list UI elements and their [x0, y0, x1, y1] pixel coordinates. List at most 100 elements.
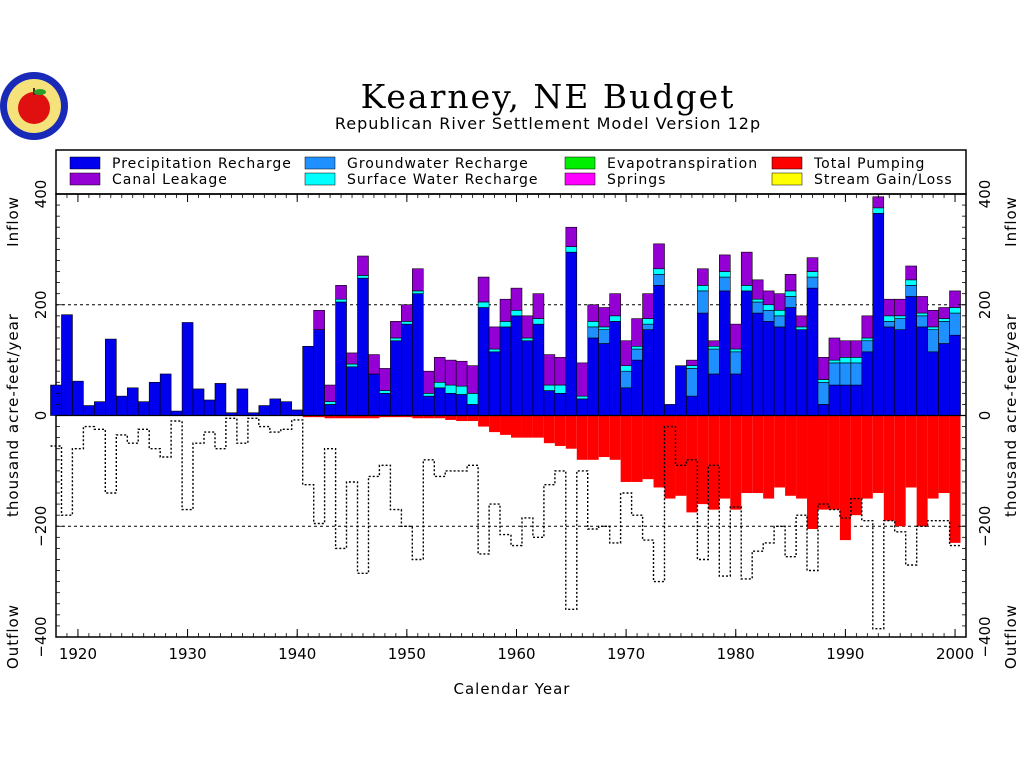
bar-total-pumping-1950: [401, 415, 413, 418]
bar-precipitation-recharge-1991: [850, 384, 863, 416]
bar-canal-leakage-1956: [466, 365, 479, 394]
bar-total-pumping-1972: [642, 415, 654, 480]
bar-total-pumping-1981: [741, 415, 753, 494]
legend-swatch-groundwater-recharge: [304, 156, 336, 170]
bar-surface-water-recharge-1994: [883, 315, 896, 322]
bar-canal-leakage-1959: [499, 298, 512, 322]
bar-total-pumping-1959: [500, 415, 511, 435]
bar-total-pumping-1994: [883, 415, 895, 521]
bar-groundwater-recharge-1971: [631, 348, 643, 361]
bar-surface-water-recharge-1986: [795, 326, 808, 330]
bar-groundwater-recharge-1979: [719, 276, 731, 292]
bar-total-pumping-1996: [905, 415, 917, 488]
bar-canal-leakage-1972: [642, 293, 654, 319]
bar-surface-water-recharge-1982: [751, 298, 764, 303]
bar-total-pumping-1970: [620, 415, 632, 482]
bar-canal-leakage-1980: [729, 323, 742, 350]
bar-surface-water-recharge-1972: [642, 318, 654, 325]
y-tick-label-left-200: 200: [32, 290, 50, 319]
bar-precipitation-recharge-1918: [50, 384, 62, 416]
bar-canal-leakage-1949: [390, 321, 402, 339]
bar-precipitation-recharge-1961: [521, 340, 534, 416]
bar-canal-leakage-1994: [883, 298, 896, 317]
bar-precipitation-recharge-1955: [455, 394, 468, 416]
chart-title: Kearney, NE Budget: [361, 77, 736, 116]
bar-precipitation-recharge-1996: [905, 296, 917, 416]
bar-groundwater-recharge-1997: [916, 315, 928, 328]
bar-surface-water-recharge-1999: [938, 318, 950, 322]
bar-total-pumping-1980: [730, 415, 742, 510]
bar-precipitation-recharge-1927: [148, 381, 161, 416]
x-tick-label-1980: 1980: [717, 645, 755, 663]
bar-precipitation-recharge-1939: [280, 401, 293, 416]
bar-total-pumping-1991: [850, 415, 862, 516]
x-tick-label-2000: 2000: [936, 645, 974, 663]
bar-canal-leakage-1963: [543, 354, 556, 386]
bar-total-pumping-1947: [368, 415, 380, 419]
bar-total-pumping-1998: [927, 415, 939, 499]
bar-precipitation-recharge-1931: [192, 388, 205, 416]
bar-canal-leakage-1991: [850, 340, 863, 358]
bar-precipitation-recharge-1959: [499, 326, 512, 416]
bar-precipitation-recharge-1989: [828, 384, 841, 416]
bar-groundwater-recharge-1968: [598, 329, 610, 344]
bar-surface-water-recharge-1950: [401, 321, 413, 325]
legend-label-canal-leakage: Canal Leakage: [112, 172, 228, 188]
bar-canal-leakage-1955: [455, 360, 468, 387]
bar-groundwater-recharge-1984: [773, 315, 786, 328]
bar-precipitation-recharge-1978: [708, 373, 720, 416]
bar-surface-water-recharge-1970: [620, 365, 632, 372]
legend-label-total-pumping: Total Pumping: [813, 156, 925, 172]
bar-canal-leakage-1950: [401, 304, 413, 322]
bar-total-pumping-2000: [949, 415, 961, 543]
bar-precipitation-recharge-1962: [532, 323, 545, 416]
bar-precipitation-recharge-1941: [302, 345, 314, 416]
bar-total-pumping-1997: [916, 415, 928, 527]
bar-total-pumping-1993: [872, 415, 884, 494]
bar-total-pumping-1971: [631, 415, 643, 482]
bar-surface-water-recharge-1985: [784, 290, 797, 297]
bar-total-pumping-1973: [653, 415, 665, 488]
bar-canal-leakage-1981: [740, 251, 753, 286]
y-tick-label-left-400: 400: [32, 180, 50, 209]
x-tick-label-1950: 1950: [388, 645, 426, 663]
bar-surface-water-recharge-1964: [554, 384, 567, 394]
bar-total-pumping-1958: [489, 415, 501, 433]
bar-precipitation-recharge-1920: [72, 380, 84, 416]
bar-precipitation-recharge-1954: [444, 393, 457, 416]
legend-label-groundwater-recharge: Groundwater Recharge: [347, 156, 529, 172]
bar-surface-water-recharge-1988: [817, 379, 830, 383]
bar-groundwater-recharge-1987: [806, 276, 819, 289]
bar-total-pumping-1992: [861, 415, 873, 499]
bar-precipitation-recharge-1923: [105, 338, 117, 416]
bar-surface-water-recharge-1996: [905, 279, 917, 286]
y-axis-label-left: thousand acre-feet/year: [4, 313, 22, 517]
bar-surface-water-recharge-1963: [543, 384, 556, 391]
y-tick-label-left--200: −200: [32, 506, 50, 547]
bar-precipitation-recharge-1937: [258, 405, 271, 416]
bar-precipitation-recharge-1938: [269, 398, 282, 416]
bar-precipitation-recharge-1999: [938, 343, 950, 416]
bar-surface-water-recharge-1957: [477, 301, 490, 308]
bar-precipitation-recharge-1987: [806, 287, 819, 416]
bar-canal-leakage-1961: [521, 315, 534, 339]
bar-groundwater-recharge-1976: [686, 368, 698, 397]
bar-surface-water-recharge-1949: [390, 337, 402, 342]
bar-canal-leakage-1995: [894, 298, 906, 317]
y-axis-label-right: thousand acre-feet/year: [1002, 313, 1020, 517]
bar-canal-leakage-1999: [938, 307, 950, 319]
legend-label-surface-water-recharge: Surface Water Recharge: [347, 172, 539, 188]
bar-surface-water-recharge-1983: [762, 304, 775, 311]
bar-precipitation-recharge-1981: [740, 290, 753, 416]
x-tick-label-1940: 1940: [278, 645, 316, 663]
x-tick-label-1920: 1920: [59, 645, 97, 663]
bar-precipitation-recharge-1933: [214, 383, 227, 416]
bar-surface-water-recharge-1953: [433, 381, 446, 389]
bar-surface-water-recharge-1955: [455, 385, 468, 395]
bar-groundwater-recharge-1999: [938, 321, 950, 344]
bar-total-pumping-1964: [554, 415, 566, 446]
bar-canal-leakage-1943: [324, 384, 336, 402]
bar-canal-leakage-1983: [762, 290, 775, 306]
